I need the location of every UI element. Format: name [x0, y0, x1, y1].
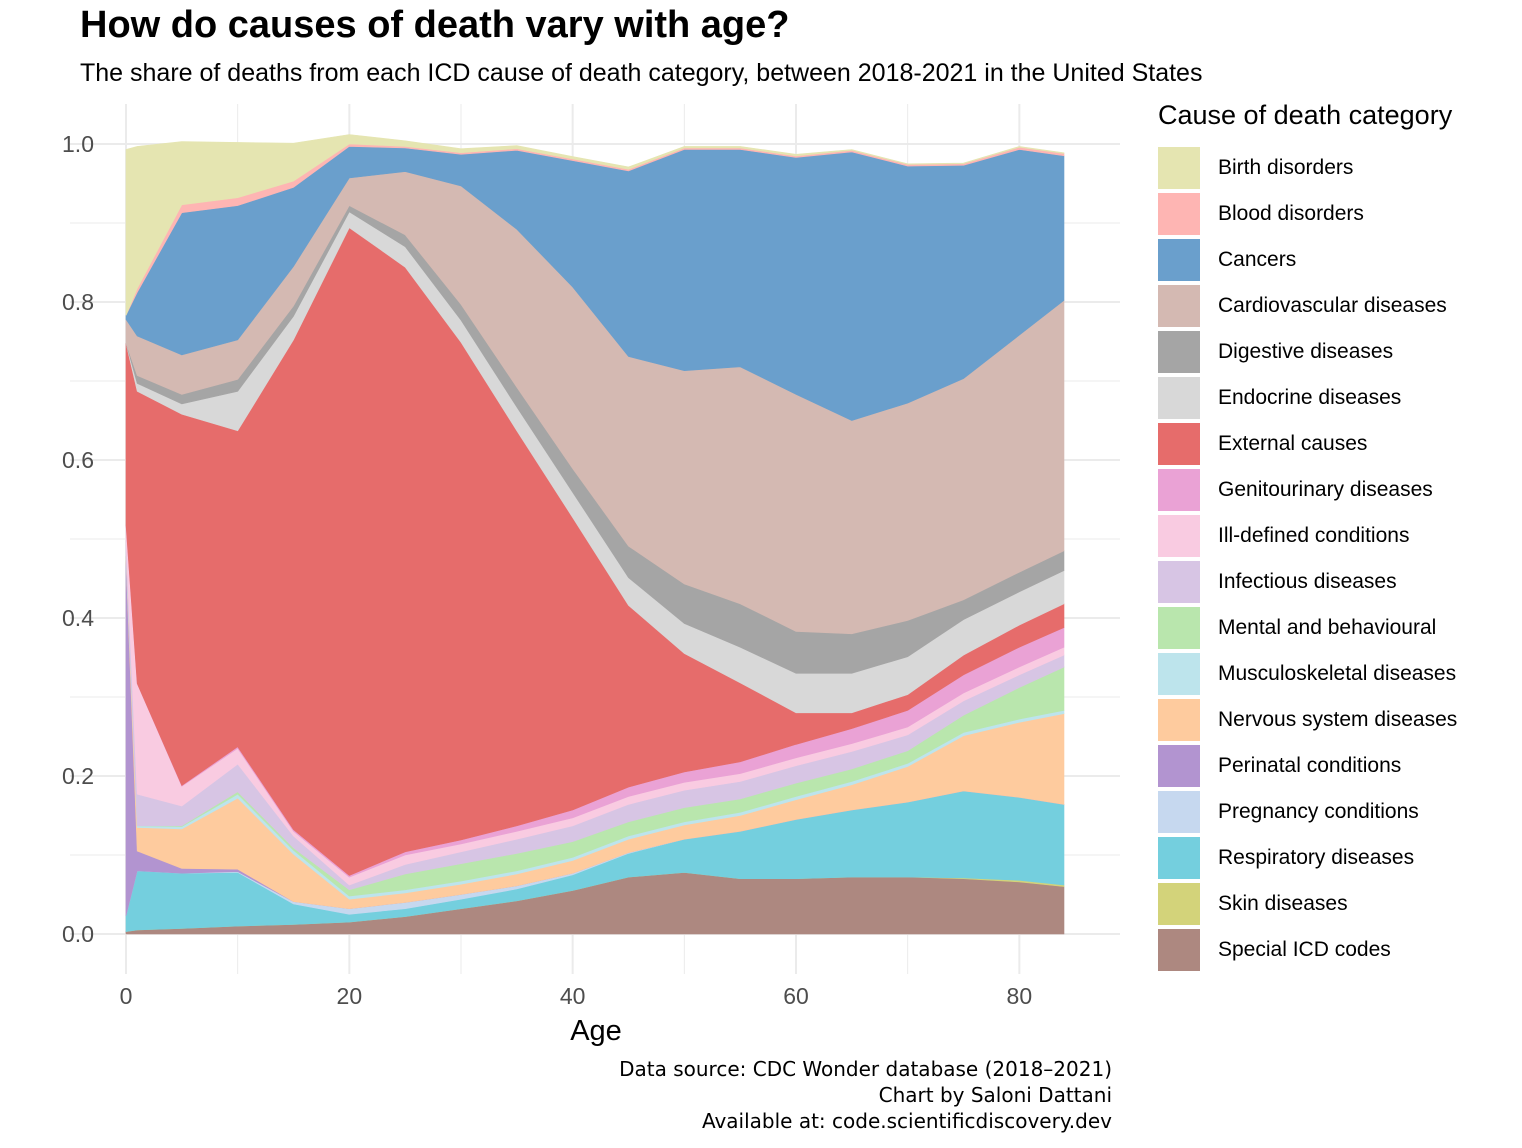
legend-swatch [1158, 193, 1200, 235]
legend-label: Perinatal conditions [1218, 754, 1402, 777]
y-tick-label: 0.2 [62, 763, 94, 789]
legend: Cause of death category Birth disorders B… [1158, 100, 1518, 973]
legend-label: Special ICD codes [1218, 938, 1391, 961]
legend-item: Mental and behavioural [1158, 605, 1518, 651]
area-series-group [125, 134, 1065, 935]
legend-item: Pregnancy conditions [1158, 789, 1518, 835]
legend-label: Cardiovascular diseases [1218, 294, 1447, 317]
y-tick-label: 0.8 [62, 289, 94, 315]
legend-label: Birth disorders [1218, 156, 1354, 179]
legend-swatch [1158, 561, 1200, 603]
legend-swatch [1158, 377, 1200, 419]
tick-labels: 0.0 0.2 0.4 0.6 0.8 1.0 0 20 40 60 80 [62, 131, 1032, 1009]
legend-swatch [1158, 331, 1200, 373]
legend-swatch [1158, 423, 1200, 465]
legend-title: Cause of death category [1158, 100, 1453, 130]
legend-label: Endocrine diseases [1218, 386, 1402, 409]
legend-swatch [1158, 929, 1200, 971]
legend-item: Birth disorders [1158, 145, 1518, 191]
legend-label: Pregnancy conditions [1218, 800, 1419, 823]
legend-label: Genitourinary diseases [1218, 478, 1433, 501]
legend-label: Respiratory diseases [1218, 846, 1415, 869]
legend-item: Special ICD codes [1158, 927, 1518, 973]
legend-swatch [1158, 515, 1200, 557]
legend-swatch [1158, 469, 1200, 511]
x-tick-label: 20 [337, 983, 363, 1009]
y-tick-label: 0.6 [62, 447, 94, 473]
legend-label: Mental and behavioural [1218, 616, 1437, 639]
chart-subtitle: The share of deaths from each ICD cause … [80, 59, 1203, 87]
legend-swatch [1158, 699, 1200, 741]
legend-item: Digestive diseases [1158, 329, 1518, 375]
x-axis-title: Age [570, 1015, 622, 1047]
legend-label: Ill-defined conditions [1218, 524, 1410, 547]
legend-swatch [1158, 791, 1200, 833]
legend-item: Endocrine diseases [1158, 375, 1518, 421]
legend-swatch [1158, 239, 1200, 281]
caption-author: Chart by Saloni Dattani [878, 1083, 1112, 1107]
caption-url: Available at: code.scientificdiscovery.d… [701, 1109, 1112, 1133]
legend-label: Musculoskeletal diseases [1218, 662, 1457, 685]
y-tick-label: 0.0 [62, 921, 94, 947]
area-series-birth-disorders [125, 134, 1065, 316]
legend-label: Skin diseases [1218, 892, 1348, 915]
legend-item: Blood disorders [1158, 191, 1518, 237]
legend-label: Cancers [1218, 248, 1297, 271]
legend-swatch [1158, 147, 1200, 189]
legend-label: Digestive diseases [1218, 340, 1394, 363]
legend-item: Ill-defined conditions [1158, 513, 1518, 559]
y-tick-label: 1.0 [62, 131, 94, 157]
legend-item: Perinatal conditions [1158, 743, 1518, 789]
legend-swatch [1158, 745, 1200, 787]
legend-swatch [1158, 653, 1200, 695]
legend-item: External causes [1158, 421, 1518, 467]
legend-items: Birth disorders Blood disorders Cancers Car… [1158, 145, 1518, 973]
legend-item: Cardiovascular diseases [1158, 283, 1518, 329]
x-tick-label: 0 [120, 983, 133, 1009]
legend-label: Blood disorders [1218, 202, 1364, 225]
legend-item: Respiratory diseases [1158, 835, 1518, 881]
stacked-area-chart: 0.0 0.2 0.4 0.6 0.8 1.0 0 20 40 60 80 Age [62, 104, 1120, 1047]
caption: Data source: CDC Wonder database (2018–2… [619, 1056, 1112, 1134]
legend-swatch [1158, 607, 1200, 649]
legend-label: Nervous system diseases [1218, 708, 1458, 731]
caption-source: Data source: CDC Wonder database (2018–2… [619, 1057, 1112, 1081]
chart-title: How do causes of death vary with age? [80, 4, 790, 46]
legend-swatch [1158, 837, 1200, 879]
legend-item: Cancers [1158, 237, 1518, 283]
legend-item: Genitourinary diseases [1158, 467, 1518, 513]
legend-swatch [1158, 883, 1200, 925]
legend-label: External causes [1218, 432, 1368, 455]
x-tick-label: 80 [1007, 983, 1033, 1009]
x-tick-label: 60 [783, 983, 809, 1009]
x-tick-label: 40 [560, 983, 586, 1009]
legend-item: Skin diseases [1158, 881, 1518, 927]
legend-item: Infectious diseases [1158, 559, 1518, 605]
legend-item: Nervous system diseases [1158, 697, 1518, 743]
y-tick-label: 0.4 [62, 605, 94, 631]
legend-label: Infectious diseases [1218, 570, 1397, 593]
legend-item: Musculoskeletal diseases [1158, 651, 1518, 697]
legend-swatch [1158, 285, 1200, 327]
